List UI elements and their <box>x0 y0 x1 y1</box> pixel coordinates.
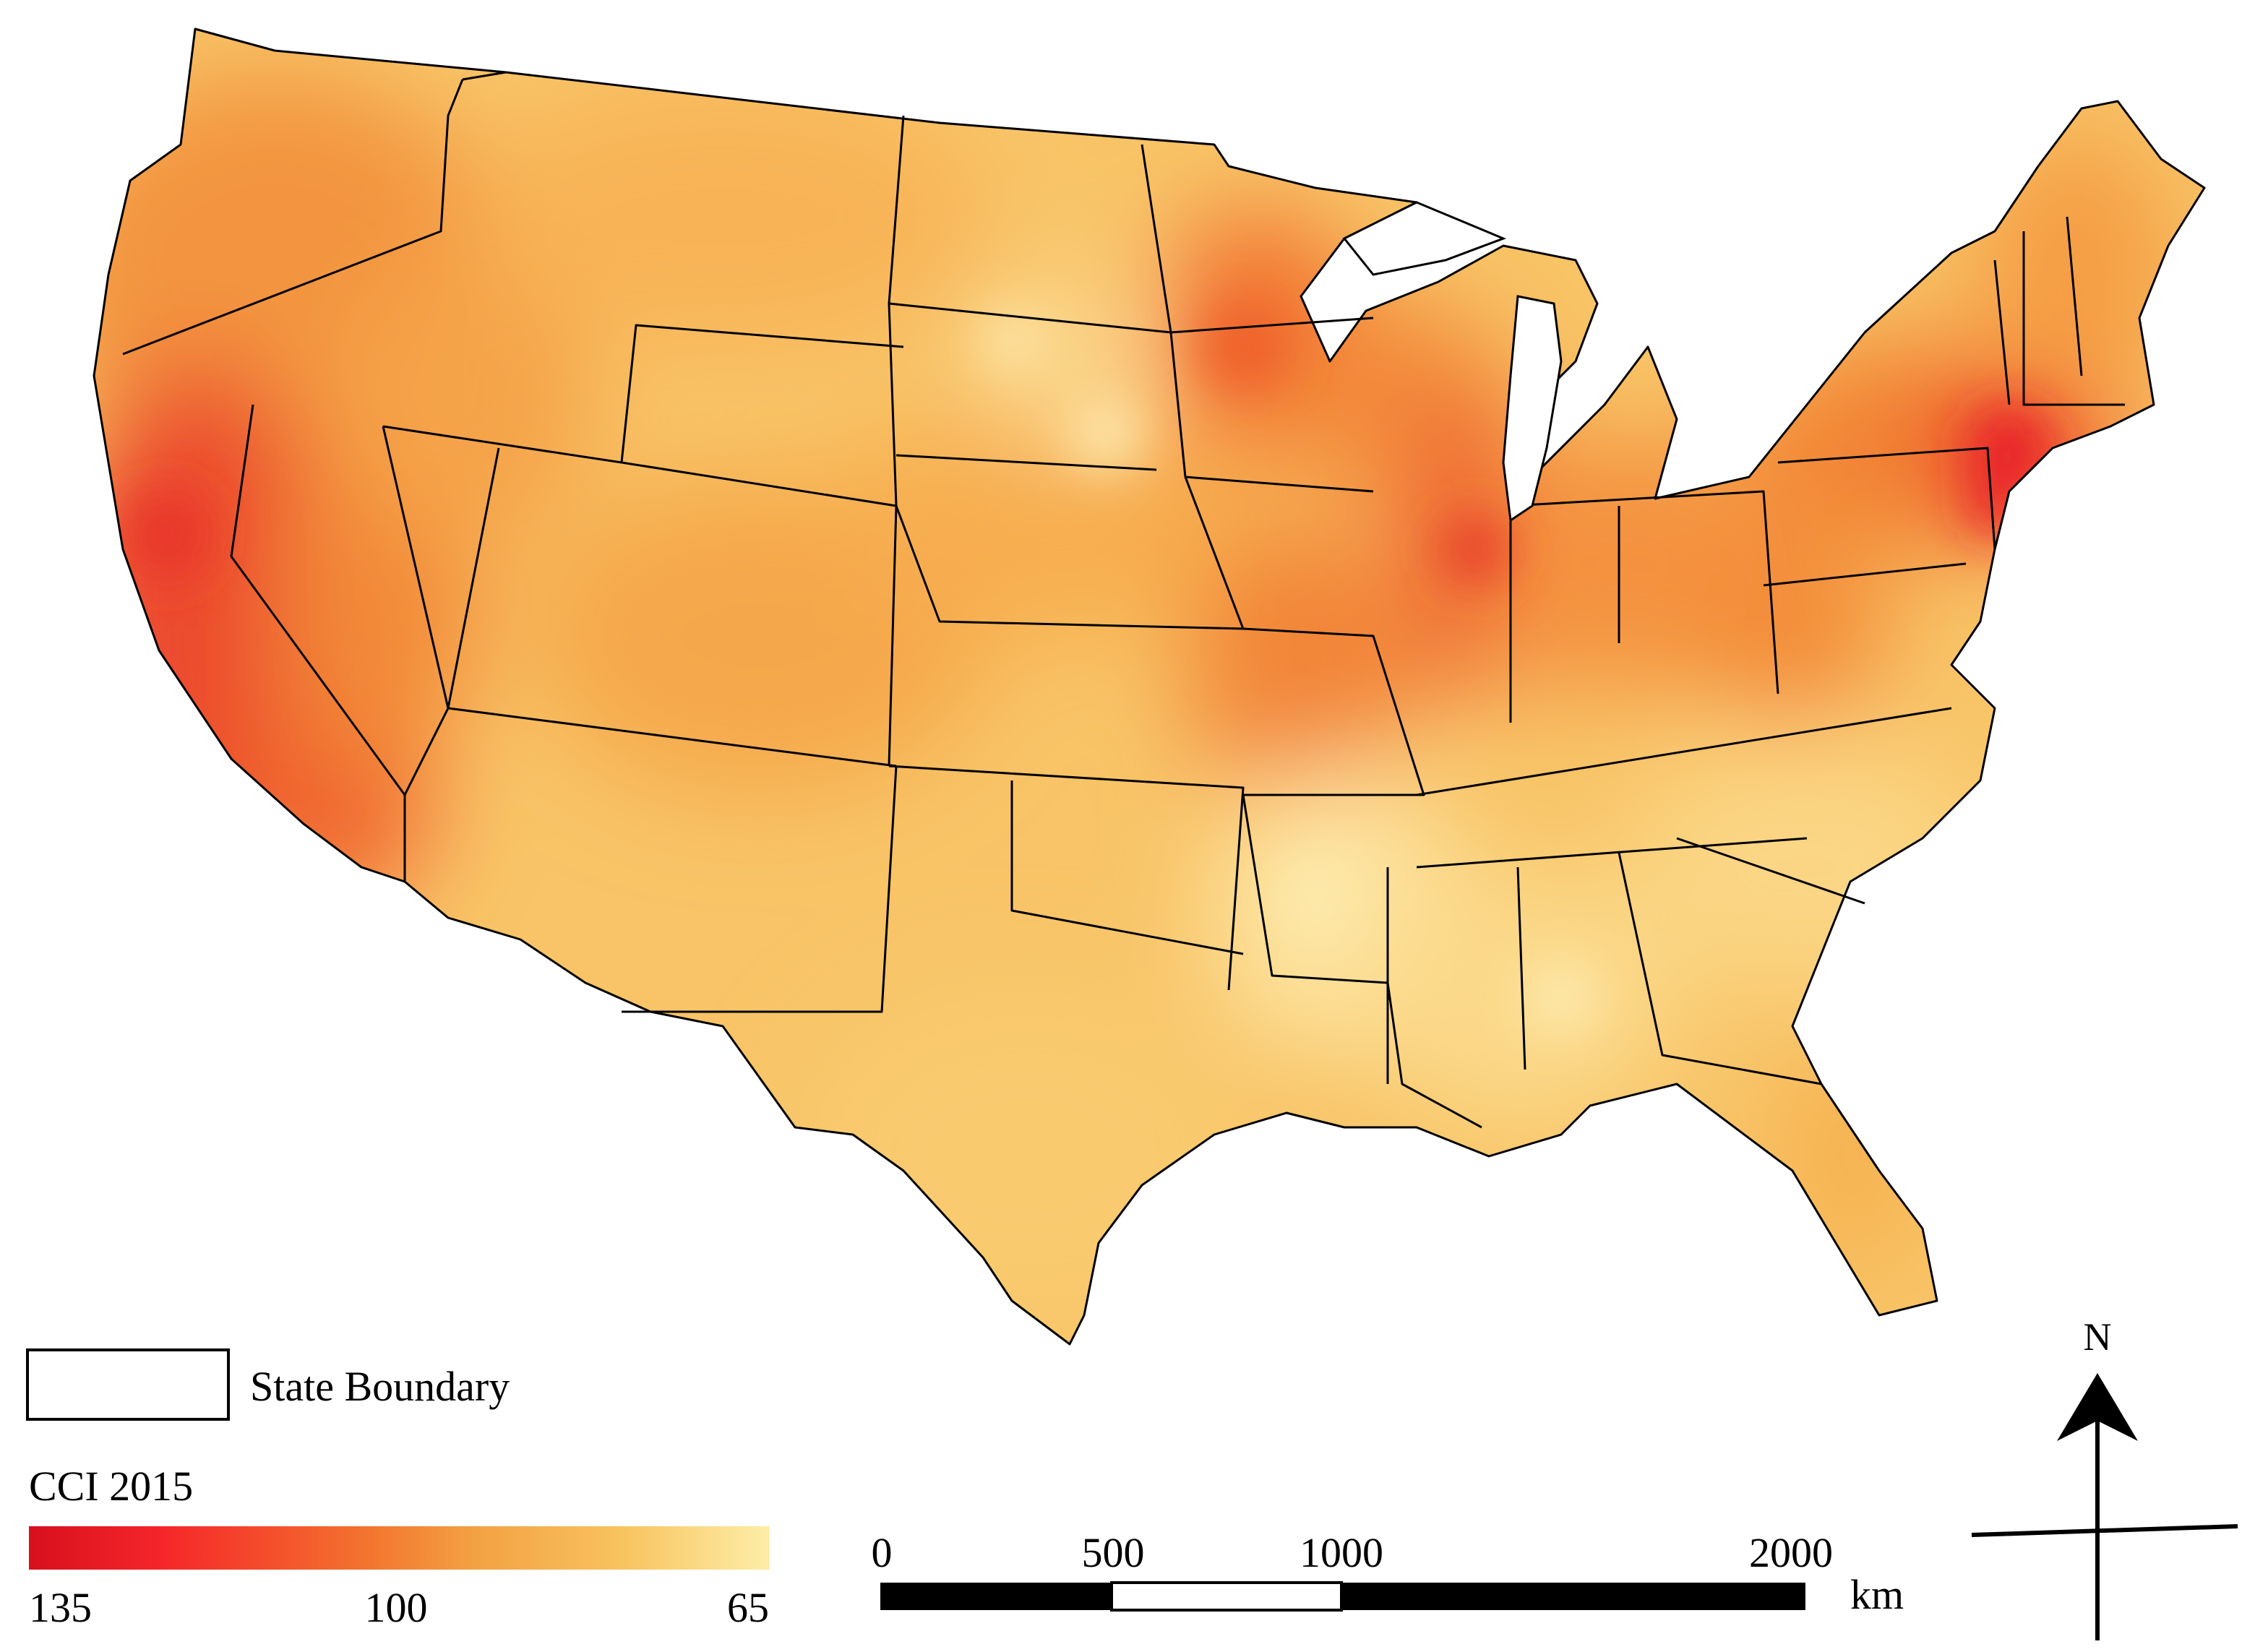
cci-color-ramp <box>29 1526 770 1570</box>
state-boundary-swatch <box>26 1348 230 1421</box>
scale-segment-2 <box>1110 1581 1343 1612</box>
state-boundaries <box>122 71 2125 1129</box>
scale-tick-500: 500 <box>1082 1529 1145 1576</box>
north-arrow-icon <box>2057 1373 2138 1441</box>
cci-ramp-label-low: 65 <box>727 1584 769 1631</box>
scale-unit: km <box>1850 1571 1904 1618</box>
state-boundary-label: State Boundary <box>250 1363 510 1410</box>
us-outline <box>93 27 2206 1346</box>
scale-bar: 0 500 1000 2000 km <box>872 1529 1904 1618</box>
cci-legend-title: CCI 2015 <box>29 1463 193 1510</box>
cci-ramp-label-high: 135 <box>29 1584 92 1631</box>
scale-segment-1 <box>880 1583 1112 1610</box>
lake-michigan <box>1502 295 1563 522</box>
north-arrow: N <box>1971 1315 2238 1640</box>
scale-tick-1000: 1000 <box>1300 1529 1383 1576</box>
scale-tick-2000: 2000 <box>1749 1529 1833 1576</box>
scale-segment-3 <box>1341 1583 1805 1610</box>
cci-ramp-label-mid: 100 <box>365 1584 428 1631</box>
north-label: N <box>2084 1315 2112 1359</box>
great-lakes-north <box>1342 201 1507 276</box>
scale-tick-0: 0 <box>872 1529 893 1576</box>
